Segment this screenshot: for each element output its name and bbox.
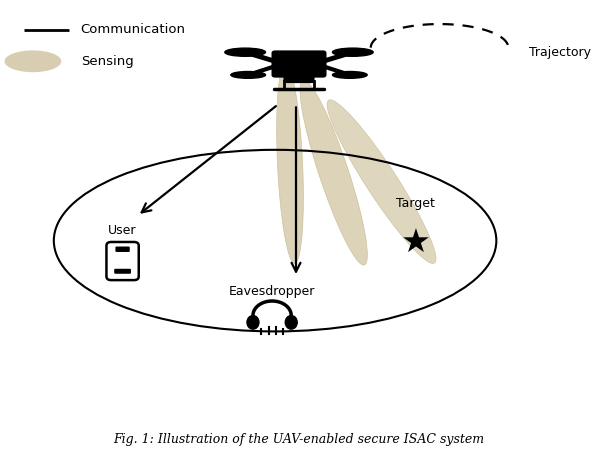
Ellipse shape (327, 100, 436, 263)
Ellipse shape (247, 316, 259, 329)
Ellipse shape (300, 80, 367, 265)
FancyBboxPatch shape (271, 50, 327, 78)
Text: Trajectory: Trajectory (529, 46, 591, 59)
Ellipse shape (277, 64, 303, 263)
Ellipse shape (225, 48, 266, 56)
FancyBboxPatch shape (283, 70, 315, 83)
Ellipse shape (332, 48, 373, 56)
Text: Sensing: Sensing (81, 55, 133, 68)
FancyBboxPatch shape (106, 242, 139, 280)
Ellipse shape (231, 72, 266, 78)
Text: ★: ★ (401, 227, 431, 259)
Text: Communication: Communication (81, 23, 186, 36)
Text: User: User (108, 224, 137, 237)
Ellipse shape (332, 72, 367, 78)
Ellipse shape (285, 316, 297, 329)
Text: Target: Target (396, 197, 435, 210)
Ellipse shape (4, 50, 62, 72)
FancyBboxPatch shape (114, 269, 131, 274)
FancyBboxPatch shape (115, 247, 130, 252)
Text: Fig. 1: Illustration of the UAV-enabled secure ISAC system: Fig. 1: Illustration of the UAV-enabled … (114, 433, 484, 446)
Text: Eavesdropper: Eavesdropper (229, 285, 315, 298)
